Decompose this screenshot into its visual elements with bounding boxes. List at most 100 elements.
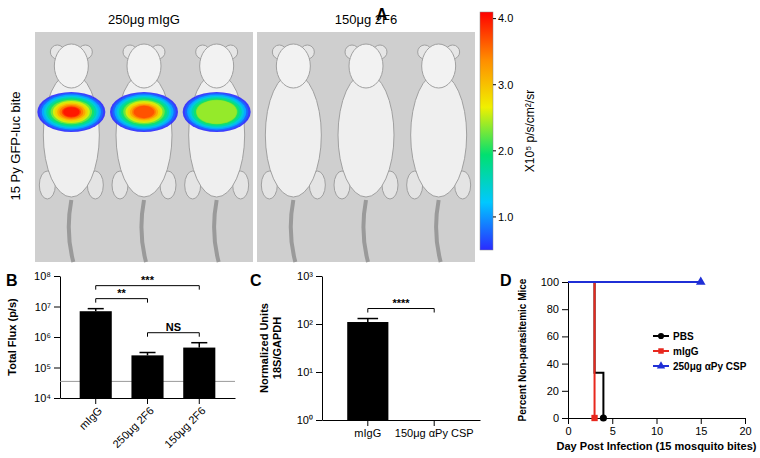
significance-label: NS bbox=[166, 321, 181, 333]
tick-label: 250μg 2F6 bbox=[110, 404, 156, 450]
tick-label: 10 bbox=[651, 425, 663, 437]
significance-label: **** bbox=[392, 297, 410, 309]
mouse bbox=[407, 44, 471, 262]
bar bbox=[347, 322, 388, 420]
tick: 100 bbox=[541, 276, 568, 288]
axis-line bbox=[60, 277, 61, 399]
colorbar bbox=[480, 12, 493, 250]
axis: 10⁰10¹10²10³ bbox=[297, 270, 323, 426]
tick: 150μg 2F6 bbox=[162, 398, 208, 450]
error-cap bbox=[139, 352, 155, 354]
mouse-body bbox=[189, 73, 245, 197]
tick-label: 150μg αPy CSP bbox=[395, 427, 474, 439]
panel-line: 02040608010005101520PBSmIgG250μg αPy CSP… bbox=[517, 276, 757, 452]
tick-label: 0 bbox=[553, 412, 559, 424]
axis-title: 18S/GAPDH bbox=[271, 317, 283, 379]
signal bbox=[125, 101, 162, 123]
tick-mark bbox=[657, 418, 658, 424]
legend-marker bbox=[658, 333, 664, 339]
tick-label: mIgG bbox=[77, 404, 105, 432]
signal bbox=[121, 99, 167, 126]
mouse-head bbox=[127, 44, 161, 88]
tick-label: 2.0 bbox=[498, 145, 513, 157]
mouse-body bbox=[411, 73, 467, 197]
tick-label: 150μg 2F6 bbox=[162, 404, 208, 450]
signal bbox=[134, 106, 155, 118]
legend-marker bbox=[658, 348, 663, 353]
tick-label: 0 bbox=[565, 425, 571, 437]
tick: 10¹ bbox=[297, 366, 322, 378]
tick-mark bbox=[147, 398, 148, 404]
tick-label: 10⁵ bbox=[34, 362, 51, 374]
group-label: 250μg mIgG bbox=[108, 12, 180, 27]
tick-mark bbox=[562, 309, 568, 310]
error-bar bbox=[191, 343, 207, 348]
mouse-tail bbox=[291, 200, 296, 262]
legend-marker bbox=[657, 361, 665, 368]
series-line bbox=[568, 281, 701, 283]
tick-label: 4.0 bbox=[498, 12, 513, 24]
tick-mark bbox=[54, 337, 60, 338]
mouse-head bbox=[54, 44, 88, 88]
marker bbox=[600, 414, 607, 421]
plot-area bbox=[347, 319, 388, 420]
signal bbox=[63, 107, 79, 117]
tick-label: 10⁷ bbox=[35, 301, 51, 313]
legend-item: 250μg αPy CSP bbox=[653, 361, 747, 372]
signal bbox=[119, 97, 169, 127]
mouse-head bbox=[422, 44, 456, 88]
tick-mark bbox=[434, 420, 435, 426]
tick-mark bbox=[54, 368, 60, 369]
side-label: 15 Py GFP-luc bite bbox=[8, 91, 23, 200]
signal bbox=[185, 93, 249, 130]
tick-label: 60 bbox=[547, 330, 559, 342]
signal bbox=[53, 101, 90, 123]
tick: 250μg 2F6 bbox=[110, 398, 156, 450]
tick-mark bbox=[316, 324, 322, 325]
series-line bbox=[568, 282, 603, 418]
tick-mark bbox=[612, 418, 613, 424]
tick: 80 bbox=[547, 303, 568, 315]
tick: 20 bbox=[739, 418, 751, 437]
tick-label: 15 bbox=[695, 425, 707, 437]
tick-mark bbox=[493, 18, 496, 19]
tick-label: 10¹ bbox=[297, 366, 313, 378]
signal bbox=[51, 100, 92, 124]
significance-bracket bbox=[96, 299, 148, 303]
bar bbox=[80, 311, 112, 398]
marker bbox=[591, 415, 597, 421]
legend-label: 250μg αPy CSP bbox=[673, 361, 747, 372]
colorbar-label: X10⁵ p/s/cm²/sr bbox=[523, 90, 537, 172]
signal bbox=[117, 96, 172, 128]
signal bbox=[59, 105, 83, 119]
signal bbox=[62, 106, 81, 117]
panel-label: C bbox=[250, 272, 262, 289]
group-label: 150μg 2F6 bbox=[335, 12, 397, 27]
tick-mark bbox=[562, 364, 568, 365]
panel-label: A bbox=[376, 6, 388, 23]
mouse-head bbox=[200, 44, 234, 88]
photo-background bbox=[35, 32, 253, 262]
axis-line bbox=[323, 420, 481, 421]
bar bbox=[131, 355, 163, 398]
tick-label: 10² bbox=[297, 318, 313, 330]
tick-label: 20 bbox=[547, 385, 559, 397]
axis: 0 20 40 60 80 100 bbox=[541, 276, 569, 424]
axis: 10⁴10⁵10⁶10⁷10⁸ bbox=[34, 270, 60, 404]
tick-mark bbox=[493, 84, 496, 85]
panel-label: D bbox=[500, 272, 512, 289]
axis-title: Percent Non-parasitemic Mice bbox=[517, 278, 528, 421]
tick-mark bbox=[316, 276, 322, 277]
tick: 150μg αPy CSP bbox=[395, 420, 474, 439]
significance-bracket bbox=[368, 309, 434, 313]
series-line bbox=[568, 282, 595, 418]
tick: 10⁶ bbox=[34, 331, 60, 343]
tick: 10 bbox=[651, 418, 663, 437]
tick-mark bbox=[701, 418, 702, 424]
signal bbox=[197, 100, 237, 124]
tick: 10⁷ bbox=[35, 301, 60, 313]
tick-mark bbox=[367, 420, 368, 426]
tick: 40 bbox=[547, 358, 568, 370]
tick: mIgG bbox=[354, 420, 381, 439]
tick-mark bbox=[562, 418, 568, 419]
